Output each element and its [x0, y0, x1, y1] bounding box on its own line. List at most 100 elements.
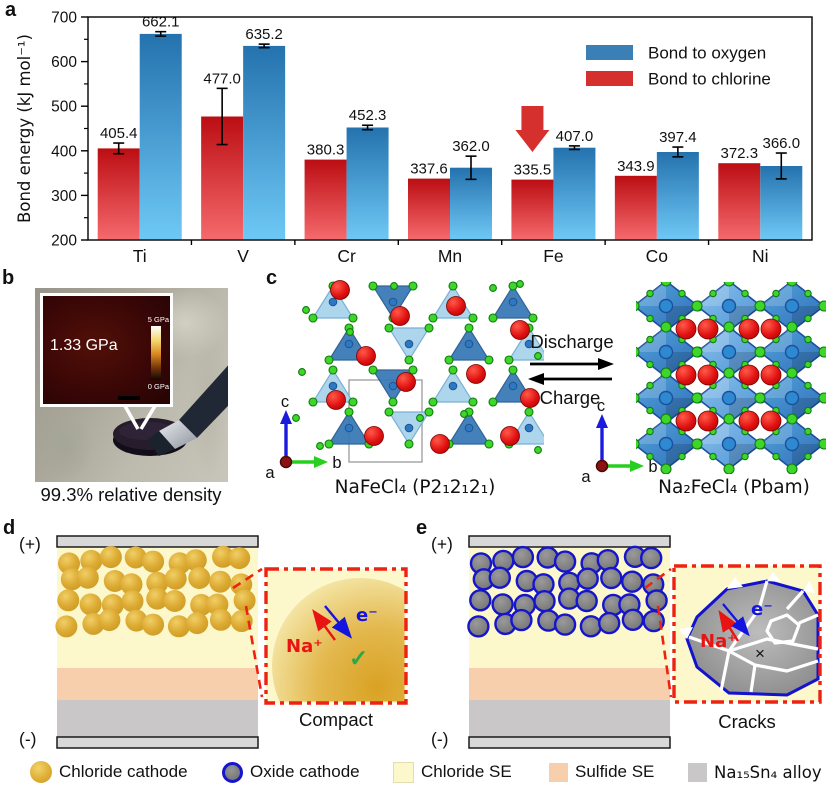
error-bar: [775, 152, 787, 180]
legend-item-sulfide-se: Sulfide SE: [549, 760, 654, 784]
bar: [718, 163, 761, 240]
value-label: 662.1: [142, 14, 180, 31]
colorbar-min-label: 0 GPa: [147, 382, 169, 391]
electron-label: e⁻: [356, 605, 378, 626]
legend-item-alloy: Na₁₅Sn₄ alloy: [688, 760, 822, 784]
bar: [511, 179, 554, 240]
a-axis-dot: [595, 459, 609, 473]
svg-text:a: a: [581, 468, 591, 486]
reaction-arrows: Discharge Charge: [528, 331, 614, 408]
top-current-collector: [56, 535, 259, 548]
bar: [614, 175, 657, 240]
electron-label: e⁻: [751, 599, 773, 620]
cracks-inset: Na⁺ e⁻ ×: [672, 564, 822, 704]
value-label: 380.3: [307, 142, 345, 159]
charge-label: Charge: [540, 387, 601, 408]
error-bar: [155, 30, 167, 37]
compact-caption: Compact: [298, 709, 374, 730]
svg-text:b: b: [332, 454, 341, 472]
plot-box: [87, 16, 813, 241]
axis-indicator-right: c b a: [581, 400, 657, 486]
inset-callout-dashes: [232, 567, 264, 698]
legend-item-chloride-cathode: Chloride cathode: [30, 760, 188, 784]
value-label: 372.3: [721, 145, 759, 162]
svg-text:700: 700: [51, 10, 77, 27]
oxide-cathode-stack: [467, 535, 673, 749]
error-bar: [465, 155, 477, 181]
inset-callout: [123, 405, 157, 430]
pellet-photo: 1.33 GPa 5 GPa 0 GPa: [35, 288, 228, 482]
alloy-swatch: [688, 762, 707, 782]
bar: [656, 152, 699, 240]
error-bar: [672, 146, 684, 158]
oxide-cathode-particles: [467, 545, 668, 638]
modulus-value: 1.33 GPa: [50, 337, 118, 354]
bar: [243, 45, 286, 240]
bottom-current-collector: [468, 736, 671, 749]
legend-label: Bond to oxygen: [648, 44, 766, 63]
svg-text:400: 400: [51, 143, 77, 160]
svg-text:c: c: [597, 400, 605, 415]
tweezers-tip: [147, 431, 175, 456]
tweezers-tip-metal: [159, 420, 197, 449]
sulfide-se-layer: [57, 668, 258, 700]
sulfide-se-layer: [469, 668, 670, 700]
svg-text:b: b: [648, 458, 657, 476]
svg-text:200: 200: [51, 233, 77, 250]
na2fecl4-label: Na₂FeCl₄ (Pbam): [658, 477, 810, 498]
bar: [304, 159, 347, 240]
svg-text:V: V: [237, 246, 249, 266]
value-label: 362.0: [452, 138, 490, 155]
bar: [139, 33, 182, 240]
afm-modulus-inset: 1.33 GPa 5 GPa 0 GPa: [40, 293, 173, 407]
tweezers-handle: [179, 365, 228, 438]
positive-terminal-e: (+): [431, 534, 453, 554]
relative-density-caption: 99.3% relative density: [40, 484, 222, 505]
panel-label-c: c: [266, 267, 278, 289]
charge-arrow: [528, 373, 544, 385]
axis-indicator-left: c b a: [265, 396, 341, 482]
edge-notches: [679, 572, 815, 639]
value-label: 366.0: [763, 135, 801, 152]
highlight-arrow: [515, 106, 550, 152]
bar: [346, 127, 389, 240]
inset-border: [672, 564, 822, 704]
value-label: 335.5: [514, 162, 552, 179]
negative-terminal-d: (-): [19, 729, 37, 749]
legend-item-oxide-cathode: Oxide cathode: [222, 760, 360, 784]
na2fecl4-structure: [636, 282, 826, 474]
nafecl4-label: NaFeCl₄ (P2₁2₁2₁): [334, 477, 496, 498]
c-axis-arrow: [280, 410, 292, 424]
bar: [553, 147, 596, 240]
electron-arrow: [722, 603, 750, 637]
cracks-caption: Cracks: [718, 711, 776, 732]
compact-inset: Na⁺ e⁻ ✓: [264, 567, 408, 705]
bar: [97, 148, 140, 240]
svg-text:Ti: Ti: [133, 246, 147, 266]
crack-lines: [688, 580, 819, 693]
error-bar: [568, 145, 580, 151]
pellet-photo-overlay: [113, 365, 228, 456]
svg-text:300: 300: [51, 188, 77, 205]
electron-arrow: [324, 605, 353, 639]
svg-text:Fe: Fe: [543, 246, 563, 266]
svg-text:500: 500: [51, 99, 77, 116]
chloride-cathode-stack: [55, 535, 264, 749]
top-current-collector: [468, 535, 671, 548]
svg-text:Co: Co: [646, 246, 668, 266]
panel-label-d: d: [3, 517, 16, 539]
value-label: 452.3: [349, 107, 387, 124]
b-axis-arrow: [314, 456, 328, 468]
sulfide-se-swatch: [549, 762, 568, 782]
legend-item-chloride-se: Chloride SE: [393, 760, 512, 784]
value-label: 343.9: [617, 158, 655, 175]
legend-swatch: [586, 45, 633, 60]
svg-text:a: a: [265, 464, 275, 482]
b-axis-arrow: [630, 460, 644, 472]
scale-bar: [118, 396, 140, 400]
svg-text:Ni: Ni: [752, 246, 769, 266]
na-ion-label: Na⁺: [700, 631, 737, 652]
error-bar: [258, 43, 270, 49]
cracked-particle: [685, 579, 820, 697]
